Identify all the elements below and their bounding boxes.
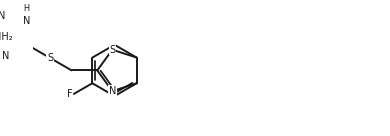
Text: N: N [23,16,30,26]
Text: N: N [0,11,5,21]
Text: S: S [109,45,115,55]
Text: N: N [109,86,116,96]
Text: NH₂: NH₂ [0,32,12,42]
Text: S: S [47,53,53,63]
Text: H: H [23,4,30,13]
Text: N: N [2,51,10,61]
Text: F: F [67,89,73,99]
